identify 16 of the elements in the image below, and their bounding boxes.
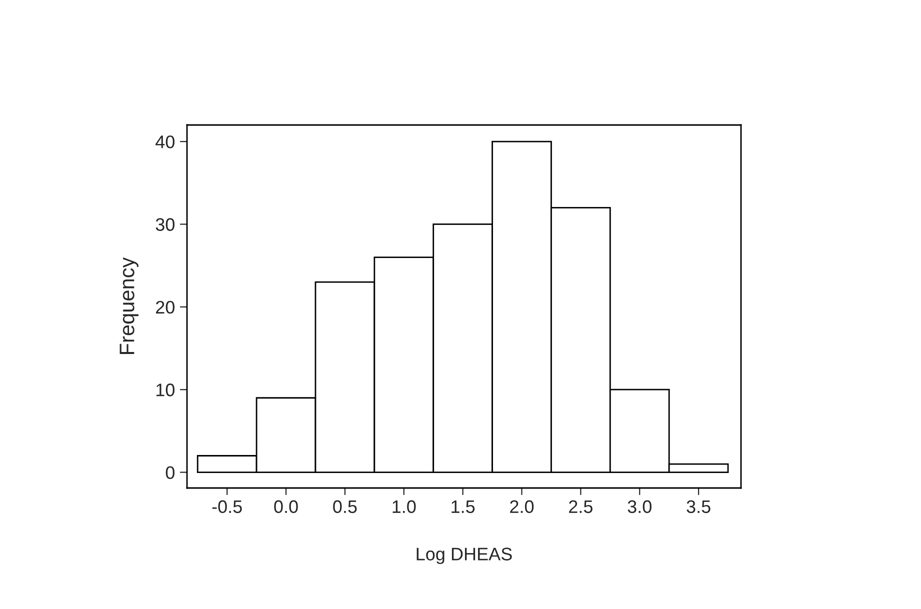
y-tick-label: 40 <box>156 135 174 148</box>
y-tick-label: 10 <box>156 384 174 396</box>
y-tick-label: 20 <box>156 300 174 314</box>
x-tick-label: 3.0 <box>628 500 652 514</box>
x-tick-label: 2.5 <box>569 500 592 514</box>
x-tick-label: 1.0 <box>392 500 416 514</box>
x-tick-label: 0.5 <box>333 500 357 514</box>
x-tick-label: 1.5 <box>452 500 475 514</box>
x-tick-label: 3.5 <box>686 500 710 514</box>
y-tick-label: 30 <box>156 218 174 231</box>
y-tick-label: 0 <box>166 466 174 480</box>
y-axis-title: Frequency <box>120 257 138 354</box>
x-tick-label: -0.5 <box>212 500 242 514</box>
x-tick-label: 0.0 <box>274 500 298 514</box>
x-tick-label: 2.0 <box>510 500 534 514</box>
x-axis-title: Log DHEAS <box>416 548 512 564</box>
